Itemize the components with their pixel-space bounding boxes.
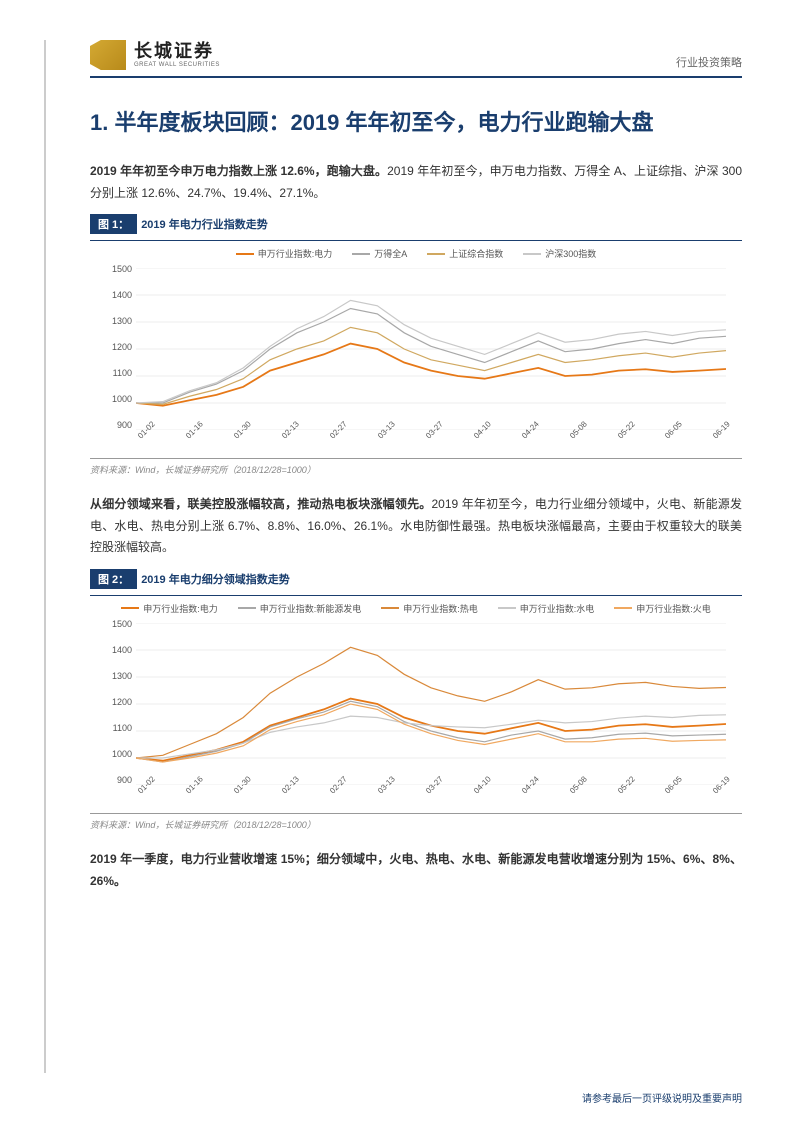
fig1-legend: 申万行业指数:电力 万得全A 上证综合指数 沪深300指数 — [90, 247, 742, 260]
legend-swatch — [238, 607, 256, 609]
fig1-label: 图 1： — [90, 214, 137, 234]
page-header: 长城证券 GREAT WALL SECURITIES 行业投资策略 — [90, 40, 742, 78]
legend-swatch — [121, 607, 139, 609]
page-content: 长城证券 GREAT WALL SECURITIES 行业投资策略 1. 半年度… — [0, 0, 802, 932]
legend-swatch — [614, 607, 632, 609]
legend-item: 沪深300指数 — [523, 247, 596, 260]
legend-item: 申万行业指数:电力 — [236, 247, 333, 260]
y-tick: 1400 — [100, 645, 132, 655]
page-footer: 请参考最后一页评级说明及重要声明 — [582, 1090, 742, 1105]
y-tick: 1000 — [100, 749, 132, 759]
legend-item: 申万行业指数:热电 — [381, 602, 478, 615]
y-tick: 1300 — [100, 671, 132, 681]
y-tick: 900 — [100, 420, 132, 430]
paragraph-1: 2019 年年初至今申万电力指数上涨 12.6%，跑输大盘。2019 年年初至今… — [90, 161, 742, 204]
fig2-source: 资料来源：Wind，长城证券研究所（2018/12/28=1000） — [90, 813, 742, 831]
legend-label: 申万行业指数:水电 — [520, 602, 595, 615]
legend-label: 沪深300指数 — [545, 247, 596, 260]
fig1-title: 2019 年电力行业指数走势 — [141, 216, 268, 232]
para2-lead: 从细分领域来看，联美控股涨幅较高，推动热电板块涨幅领先。 — [90, 497, 431, 511]
legend-swatch — [427, 253, 445, 255]
legend-swatch — [498, 607, 516, 609]
y-tick: 900 — [100, 775, 132, 785]
fig2-xaxis: 01-0201-1601-3002-1302-2703-1303-2704-10… — [136, 789, 732, 809]
legend-swatch — [236, 253, 254, 255]
legend-label: 申万行业指数:电力 — [143, 602, 218, 615]
side-stripe — [44, 40, 46, 1073]
y-tick: 1400 — [100, 290, 132, 300]
fig2-title: 2019 年电力细分领域指数走势 — [141, 571, 290, 587]
para1-lead: 2019 年年初至今申万电力指数上涨 12.6%，跑输大盘。 — [90, 164, 387, 178]
logo-cn: 长城证券 — [134, 42, 220, 60]
legend-item: 申万行业指数:新能源发电 — [238, 602, 362, 615]
paragraph-3: 2019 年一季度，电力行业营收增速 15%；细分领域中，火电、热电、水电、新能… — [90, 849, 742, 892]
logo-en: GREAT WALL SECURITIES — [134, 62, 220, 68]
fig2-plot — [136, 623, 726, 785]
legend-swatch — [381, 607, 399, 609]
fig1-label-row: 图 1： 2019 年电力行业指数走势 — [90, 214, 742, 234]
fig2-svg — [136, 623, 726, 785]
paragraph-2: 从细分领域来看，联美控股涨幅较高，推动热电板块涨幅领先。2019 年年初至今，电… — [90, 494, 742, 559]
legend-swatch — [523, 253, 541, 255]
legend-label: 上证综合指数 — [449, 247, 503, 260]
legend-item: 申万行业指数:电力 — [121, 602, 218, 615]
legend-label: 万得全A — [374, 247, 407, 260]
fig2-chart: 1500 1400 1300 1200 1100 1000 900 01-0201-1601… — [100, 619, 732, 809]
fig1-header-line: 图 1： 2019 年电力行业指数走势 — [90, 214, 742, 241]
logo-icon — [90, 40, 126, 70]
para3-text: 2019 年一季度，电力行业营收增速 15%；细分领域中，火电、热电、水电、新能… — [90, 852, 742, 888]
fig2-label: 图 2： — [90, 569, 137, 589]
fig1-plot — [136, 268, 726, 430]
fig1-xaxis: 01-0201-1601-3002-1302-2703-1303-2704-10… — [136, 434, 732, 454]
logo-block: 长城证券 GREAT WALL SECURITIES — [90, 40, 220, 70]
y-tick: 1100 — [100, 723, 132, 733]
legend-label: 申万行业指数:电力 — [258, 247, 333, 260]
legend-item: 上证综合指数 — [427, 247, 503, 260]
y-tick: 1100 — [100, 368, 132, 378]
y-tick: 1300 — [100, 316, 132, 326]
legend-label: 申万行业指数:热电 — [403, 602, 478, 615]
legend-item: 申万行业指数:水电 — [498, 602, 595, 615]
legend-item: 万得全A — [352, 247, 407, 260]
legend-label: 申万行业指数:新能源发电 — [260, 602, 362, 615]
fig2-yaxis: 1500 1400 1300 1200 1100 1000 900 — [100, 619, 132, 785]
fig1-source: 资料来源：Wind，长城证券研究所（2018/12/28=1000） — [90, 458, 742, 476]
header-category: 行业投资策略 — [676, 54, 742, 70]
fig1-svg — [136, 268, 726, 430]
section-title: 1. 半年度板块回顾：2019 年年初至今，电力行业跑输大盘 — [90, 106, 742, 139]
y-tick: 1000 — [100, 394, 132, 404]
logo-text: 长城证券 GREAT WALL SECURITIES — [134, 42, 220, 68]
legend-swatch — [352, 253, 370, 255]
fig2-legend: 申万行业指数:电力 申万行业指数:新能源发电 申万行业指数:热电 申万行业指数:水电 申… — [90, 602, 742, 615]
y-tick: 1500 — [100, 264, 132, 274]
fig1-yaxis: 1500 1400 1300 1200 1100 1000 900 — [100, 264, 132, 430]
legend-label: 申万行业指数:火电 — [636, 602, 711, 615]
fig2-label-row: 图 2： 2019 年电力细分领域指数走势 — [90, 569, 742, 589]
y-tick: 1500 — [100, 619, 132, 629]
y-tick: 1200 — [100, 342, 132, 352]
fig1-chart: 1500 1400 1300 1200 1100 1000 900 01-0201-1601… — [100, 264, 732, 454]
legend-item: 申万行业指数:火电 — [614, 602, 711, 615]
fig2-header-line: 图 2： 2019 年电力细分领域指数走势 — [90, 569, 742, 596]
y-tick: 1200 — [100, 697, 132, 707]
